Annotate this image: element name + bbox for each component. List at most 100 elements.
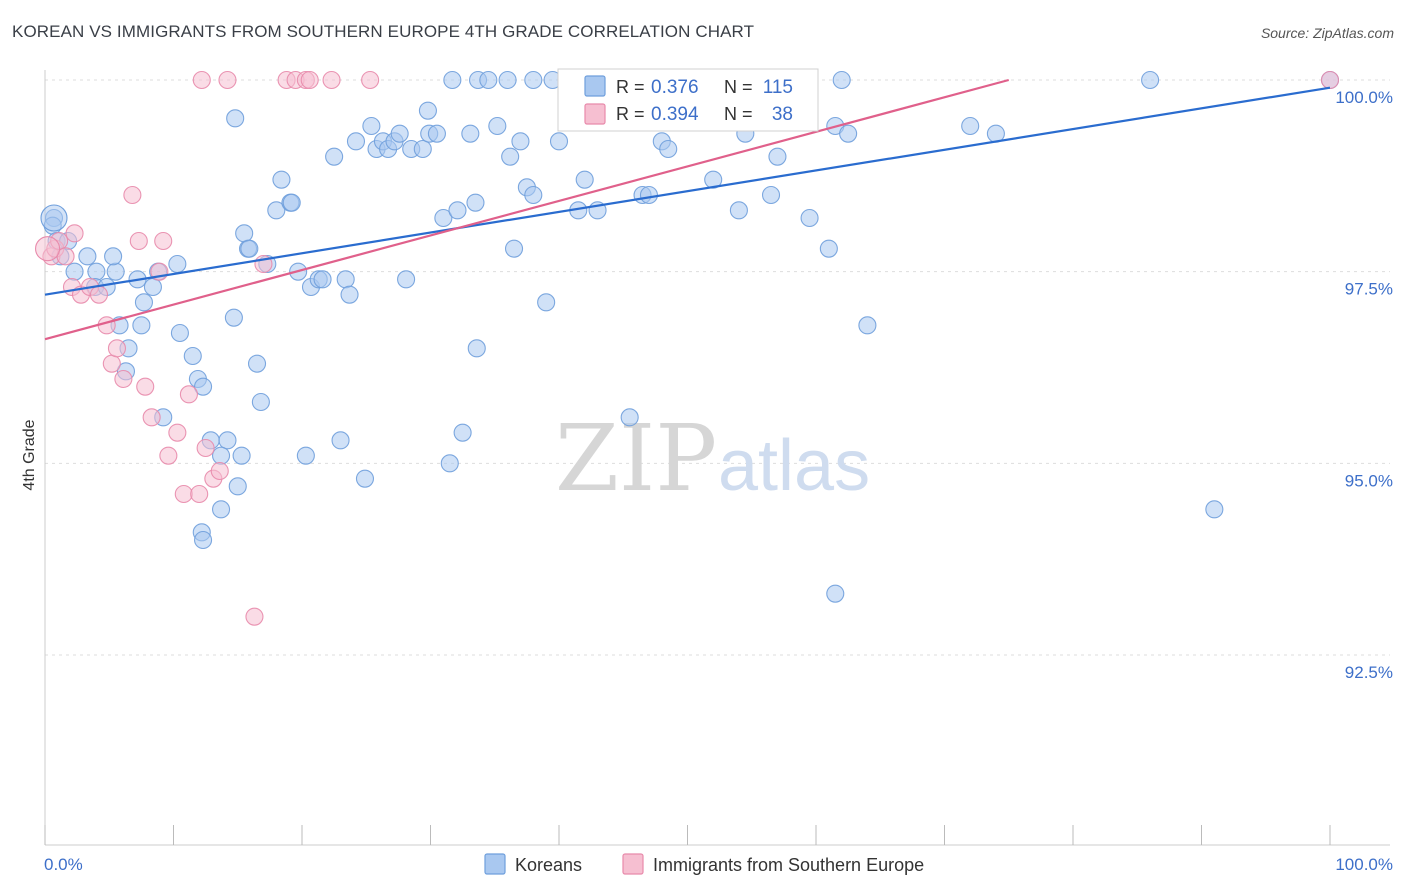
korean-point-5 [65,262,84,281]
southern-europe-point-36 [361,70,380,90]
legend-bottom-label-koreans: Koreans [515,855,582,875]
korean-point-32 [194,530,213,550]
legend-n-label-2: N = [724,104,753,124]
korean-point-112 [839,124,858,143]
legend-n-value-1: 115 [763,77,793,98]
korean-point-80 [498,70,517,90]
y-axis-tick-labels: 100.0% 97.5% 95.0% 92.5% [1335,88,1393,682]
legend-r-label-2: R = [616,104,645,124]
korean-point-43 [272,170,291,189]
legend-r-value-1: 0.376 [651,77,699,98]
legend-bottom: Koreans Immigrants from Southern Europe [484,853,924,875]
korean-point-11 [104,247,123,266]
southern-europe-point-10 [102,354,121,373]
korean-point-20 [168,254,187,274]
korean-point-28 [232,446,251,465]
korean-point-51 [325,147,344,166]
legend-swatch-southern-europe [584,103,606,125]
korean-point-27 [218,431,237,450]
korean-point-52 [331,431,350,450]
korean-point-29 [211,446,231,465]
korean-point-78 [479,70,498,90]
korean-point-115 [858,316,877,335]
korean-point-54 [340,285,359,304]
x-axis-ticks [44,825,1331,845]
korean-point-65 [413,139,432,159]
korean-point-25 [194,377,213,396]
southern-europe-point-34 [300,70,319,90]
legend-n-value-2: 38 [772,104,793,125]
korean-point-7 [87,262,106,281]
korean-point-85 [524,185,543,205]
korean-point-23 [183,346,202,366]
watermark: ZIP atlas [555,405,870,512]
korean-point-102 [729,201,748,220]
southern-europe-trend-line [44,78,1010,341]
korean-point-40 [247,354,267,373]
legend-swatch-koreans [584,75,606,97]
korean-point-106 [768,147,787,166]
korean-point-116 [961,116,980,136]
korean-point-114 [832,70,851,90]
southern-europe-point-large [35,236,61,262]
korean-point-75 [466,193,485,212]
korean-point-86 [524,70,543,90]
korean-point-113 [826,584,845,603]
korean-point-71 [448,201,467,220]
korean-point-99 [659,139,678,159]
korean-point-66 [418,101,437,120]
korean-point-56 [355,469,375,488]
y-tick-label-2: 95.0% [1345,471,1393,490]
southern-europe-point-4 [65,224,84,243]
southern-europe-point-12 [114,369,133,389]
korean-point-37 [235,224,254,243]
legend-stats: R = 0.376 N = 115 R = 0.394 N = 38 [557,68,819,132]
southern-europe-point-35 [322,70,341,90]
korean-point-62 [390,124,409,143]
korean-point-10 [106,262,125,281]
korean-point-64 [397,270,416,289]
korean-point-87 [537,293,556,312]
southern-europe-point-14 [129,231,148,251]
southern-europe-point-21 [174,484,193,504]
korean-point-70 [443,70,462,90]
southern-europe-point-18 [154,231,173,251]
korean-point-68 [427,124,446,143]
korean-point-95 [620,408,639,427]
southern-europe-points [35,70,1340,626]
legend-bottom-swatch-southern-europe [622,853,644,875]
southern-europe-point-19 [159,446,178,465]
legend-r-value-2: 0.394 [651,104,699,125]
y-tick-label-0: 100.0% [1335,88,1393,107]
korean-point-30 [228,477,247,496]
watermark-atlas: atlas [718,426,870,506]
korean-point-82 [504,239,524,258]
korean-point-72 [440,454,459,473]
southern-europe-point-22 [179,385,198,404]
southern-europe-point-9 [97,316,116,335]
southern-europe-point-16 [142,408,161,427]
korean-point-69 [434,208,453,228]
korean-point-76 [467,339,486,358]
korean-point-53 [336,270,355,289]
southern-europe-point-37 [1320,70,1340,90]
legend-bottom-label-southern-europe: Immigrants from Southern Europe [653,855,924,875]
southern-europe-point-29 [192,70,211,90]
korean-point-45 [282,193,301,212]
source-credit: Source: ZipAtlas.com [1260,25,1394,41]
korean-point-83 [511,132,530,151]
southern-europe-point-13 [123,185,142,205]
southern-europe-point-26 [210,461,229,481]
korean-point-119 [1205,500,1224,519]
grid-lines [45,79,1390,656]
korean-point-19 [143,277,162,297]
x-tick-label-min: 0.0% [44,855,83,874]
korean-point-89 [549,132,569,151]
korean-point-large [40,204,68,232]
korean-point-92 [575,170,594,189]
legend-n-label-1: N = [724,77,753,97]
korean-point-50 [313,270,332,289]
korean-point-21 [170,323,189,343]
korean-point-81 [501,147,520,166]
